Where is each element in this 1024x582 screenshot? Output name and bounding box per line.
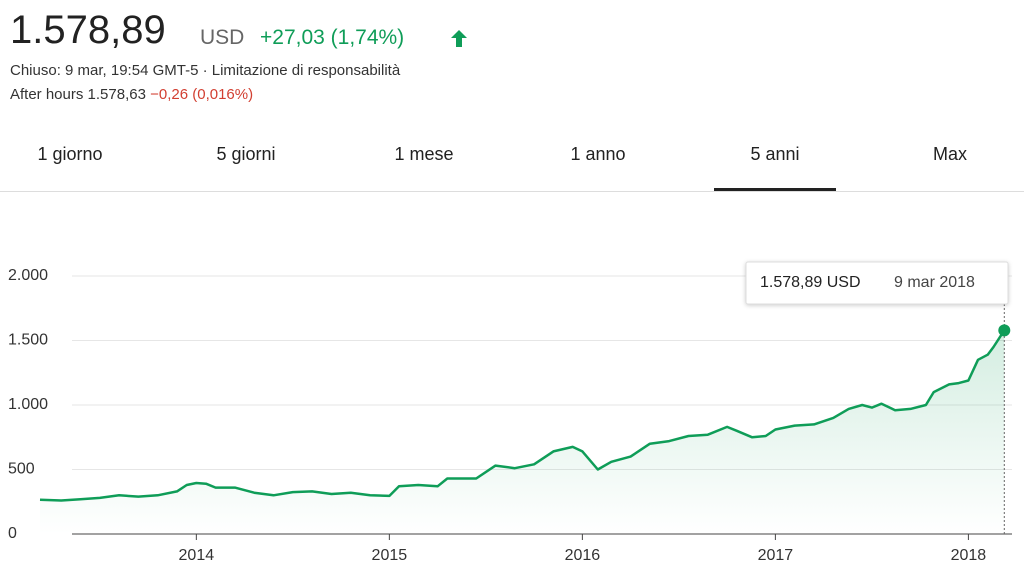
y-tick-label: 2.000 <box>8 267 48 284</box>
range-tab[interactable]: 1 mese <box>394 144 454 164</box>
currency: USD <box>200 26 245 49</box>
range-tabs: 1 giorno 5 giorni 1 mese 1 anno 5 anni Max <box>0 128 1024 192</box>
selected-tab-underline <box>714 188 836 191</box>
x-tick-label: 2018 <box>951 547 987 564</box>
market-status: Chiuso: 9 mar, 19:54 GMT-5 · Limitazione… <box>10 62 401 79</box>
after-hours-price: After hours 1.578,63 <box>10 86 146 103</box>
range-tab[interactable]: Max <box>932 144 968 164</box>
tooltip-price: 1.578,89 USD <box>760 274 861 291</box>
range-tab[interactable]: 5 giorni <box>216 144 276 164</box>
tooltip-date: 9 mar 2018 <box>894 274 975 291</box>
range-tab[interactable]: 5 anni <box>750 144 800 164</box>
range-tab[interactable]: 1 giorno <box>37 144 103 164</box>
after-hours: After hours 1.578,63 −0,26 (0,016%) <box>10 86 253 103</box>
price: 1.578,89 <box>10 8 166 52</box>
y-tick-label: 1.000 <box>8 396 48 413</box>
up-arrow <box>451 30 467 47</box>
chart: 0 500 1.000 1.500 2.000 2014 2015 2016 2017 2018 1… <box>8 261 1012 564</box>
price-change: +27,03 (1,74%) <box>260 26 405 49</box>
x-tick-label: 2015 <box>372 547 408 564</box>
end-point <box>998 324 1011 337</box>
x-tick-label: 2016 <box>565 547 601 564</box>
y-tick-label: 500 <box>8 461 35 478</box>
x-tick-label: 2014 <box>179 547 215 564</box>
after-hours-change: −0,26 (0,016%) <box>150 86 254 103</box>
x-tick-label: 2017 <box>758 547 794 564</box>
price-line <box>39 329 1006 502</box>
area <box>40 330 1005 534</box>
range-tab[interactable]: 1 anno <box>570 144 626 164</box>
y-tick-label: 1.500 <box>8 332 48 349</box>
y-tick-label: 0 <box>8 525 17 542</box>
tooltip-box <box>745 261 1009 305</box>
